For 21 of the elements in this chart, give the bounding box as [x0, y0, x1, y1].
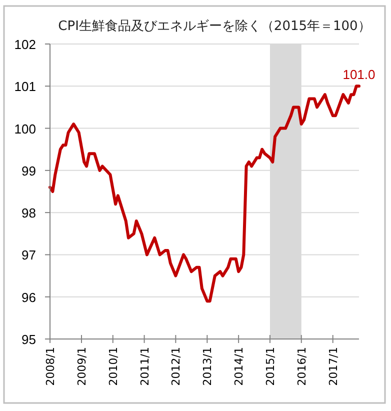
y-tick-label: 100 — [14, 121, 36, 136]
x-tick-label: 2012/1 — [170, 347, 183, 386]
y-tick-label: 101 — [14, 79, 36, 94]
line-series — [48, 84, 360, 303]
y-tick-label: 98 — [22, 206, 36, 221]
x-tick-label: 2009/1 — [75, 347, 88, 386]
y-tick-label: 96 — [22, 290, 36, 305]
y-tick-label: 97 — [22, 248, 36, 263]
x-tick-label: 2008/1 — [44, 347, 57, 386]
x-tick-label: 2016/1 — [295, 347, 308, 386]
x-tick-label: 2017/1 — [326, 347, 340, 386]
data-label: 101.0 — [342, 67, 376, 82]
x-tick-label: 2014/1 — [232, 347, 246, 386]
x-tick-label: 2015/1 — [264, 347, 277, 386]
x-tick-label: 2011/1 — [138, 347, 152, 386]
x-tick-label: 2013/1 — [201, 347, 214, 386]
y-tick-label: 99 — [22, 163, 36, 178]
x-tick-label: 2010/1 — [106, 347, 120, 386]
chart-title: CPI生鮮食品及びエネルギーを除く（2015年＝100） — [58, 19, 371, 34]
y-tick-label: 95 — [22, 332, 36, 347]
y-tick-label: 102 — [14, 37, 36, 52]
